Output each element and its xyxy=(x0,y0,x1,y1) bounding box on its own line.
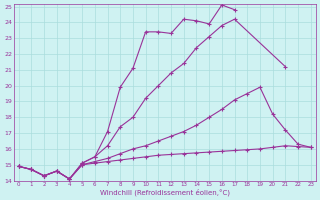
X-axis label: Windchill (Refroidissement éolien,°C): Windchill (Refroidissement éolien,°C) xyxy=(100,188,230,196)
